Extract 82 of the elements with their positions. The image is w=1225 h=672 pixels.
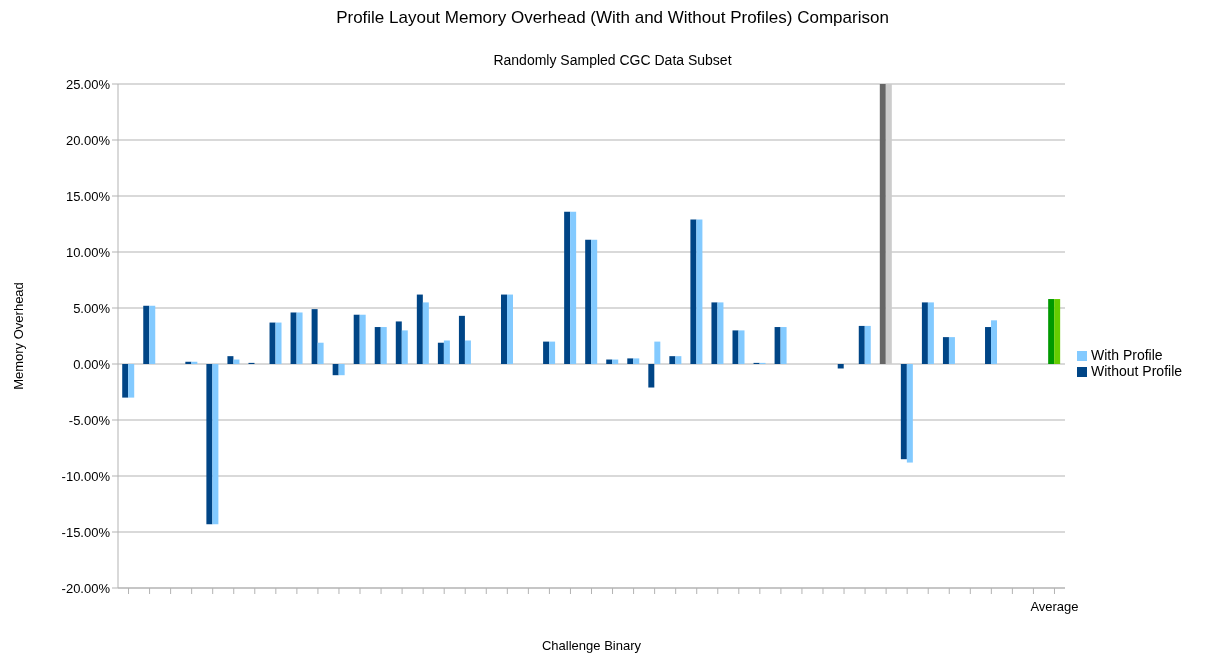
- bar: [317, 342, 324, 364]
- bar: [143, 305, 150, 364]
- bar: [401, 330, 408, 364]
- bar: [669, 356, 676, 364]
- bar: [501, 294, 508, 364]
- bar: [549, 341, 556, 364]
- bar: [738, 330, 745, 364]
- bar: [416, 294, 423, 364]
- y-tick-label: 5.00%: [73, 300, 111, 316]
- bar: [633, 358, 640, 364]
- y-tick-label: 20.00%: [65, 132, 111, 148]
- y-tick-label: -5.00%: [68, 412, 111, 428]
- bar: [774, 327, 781, 364]
- bar: [690, 219, 697, 364]
- bar: [648, 364, 655, 388]
- bar: [654, 341, 661, 364]
- y-tick-label: -20.00%: [61, 580, 111, 596]
- bar: [906, 364, 913, 463]
- bar: [570, 211, 577, 364]
- bar: [353, 314, 360, 364]
- bar: [422, 302, 429, 364]
- bar: [900, 364, 907, 460]
- y-tick-label: 10.00%: [65, 244, 111, 260]
- bar: [927, 302, 934, 364]
- bar: [675, 356, 682, 364]
- bar: [437, 342, 444, 364]
- legend-label: With Profile: [1091, 347, 1163, 363]
- chart-title: Profile Layout Memory Overhead (With and Without Profiles) Comparison: [335, 8, 890, 28]
- bar: [1054, 299, 1061, 364]
- bar: [921, 302, 928, 364]
- bar: [864, 325, 871, 364]
- bar: [443, 340, 450, 364]
- y-tick-label: 25.00%: [65, 76, 111, 92]
- bar: [591, 239, 598, 364]
- bar: [374, 327, 381, 364]
- bar: [212, 364, 219, 525]
- bar: [780, 327, 787, 364]
- bar: [332, 364, 339, 376]
- bar: [948, 337, 955, 364]
- bar: [564, 211, 571, 364]
- bar: [585, 239, 592, 364]
- bar: [885, 84, 892, 364]
- y-axis-title: Memory Overhead: [10, 282, 26, 390]
- bar: [732, 330, 739, 364]
- y-tick-label: -15.00%: [61, 524, 111, 540]
- bar: [711, 302, 718, 364]
- x-tick-label: Average: [1030, 599, 1079, 615]
- bar: [338, 364, 345, 376]
- bar: [942, 337, 949, 364]
- bar: [858, 325, 865, 364]
- bar: [128, 364, 135, 398]
- bar: [296, 312, 303, 364]
- bar: [311, 309, 318, 364]
- bar: [206, 364, 213, 525]
- bar: [543, 341, 550, 364]
- bar: [191, 361, 198, 364]
- bar: [507, 294, 514, 364]
- bar: [227, 356, 234, 364]
- bar: [464, 340, 471, 364]
- y-tick-label: 15.00%: [65, 188, 111, 204]
- bar: [696, 219, 703, 364]
- bar: [122, 364, 129, 398]
- x-axis-title: Challenge Binary: [541, 638, 642, 653]
- bar: [380, 327, 387, 364]
- bar: [395, 321, 402, 364]
- bar: [275, 322, 282, 364]
- bar: [359, 314, 366, 364]
- bar: [985, 327, 992, 364]
- bar: [458, 315, 465, 364]
- bar: [1048, 299, 1055, 364]
- bar: [290, 312, 297, 364]
- y-tick-label: -10.00%: [61, 468, 111, 484]
- y-tick-label: 0.00%: [73, 356, 111, 372]
- bar: [717, 302, 724, 364]
- bar: [269, 322, 276, 364]
- bar: [185, 361, 192, 364]
- chart-subtitle: Randomly Sampled CGC Data Subset: [492, 52, 733, 68]
- bar: [149, 305, 156, 364]
- bar: [627, 358, 634, 364]
- bar: [991, 320, 998, 364]
- bar: [879, 84, 886, 364]
- legend-label: Without Profile: [1091, 363, 1183, 379]
